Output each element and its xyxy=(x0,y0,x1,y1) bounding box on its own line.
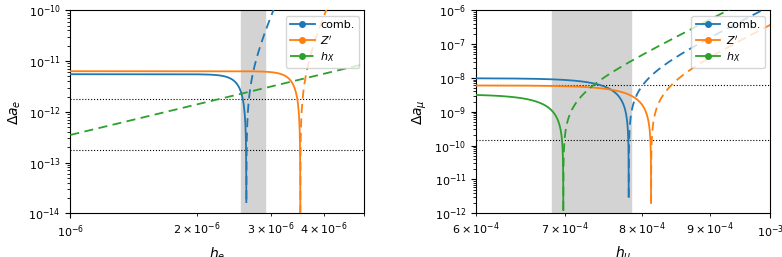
Bar xyxy=(242,10,265,213)
X-axis label: $h_\mu$: $h_\mu$ xyxy=(615,245,632,257)
Y-axis label: $\Delta a_\mu$: $\Delta a_\mu$ xyxy=(411,99,429,125)
X-axis label: $h_e$: $h_e$ xyxy=(210,245,225,257)
Legend: comb., $Z'$, $h_X$: comb., $Z'$, $h_X$ xyxy=(691,16,765,68)
Bar xyxy=(552,10,631,213)
Legend: comb., $Z'$, $h_X$: comb., $Z'$, $h_X$ xyxy=(285,16,359,68)
Y-axis label: $\Delta a_e$: $\Delta a_e$ xyxy=(6,99,23,125)
